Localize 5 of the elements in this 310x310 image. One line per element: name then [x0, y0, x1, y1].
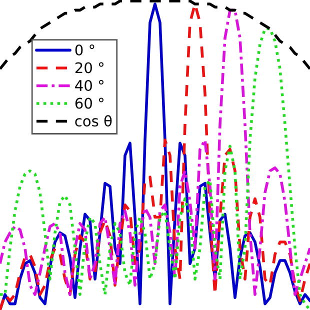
legend-label: 0 °: [75, 44, 94, 56]
legend-label: 20 °: [75, 62, 104, 74]
legend-label: 40 °: [75, 80, 104, 92]
legend-label: cos θ: [75, 115, 112, 127]
legend-label: 60 °: [75, 98, 104, 109]
